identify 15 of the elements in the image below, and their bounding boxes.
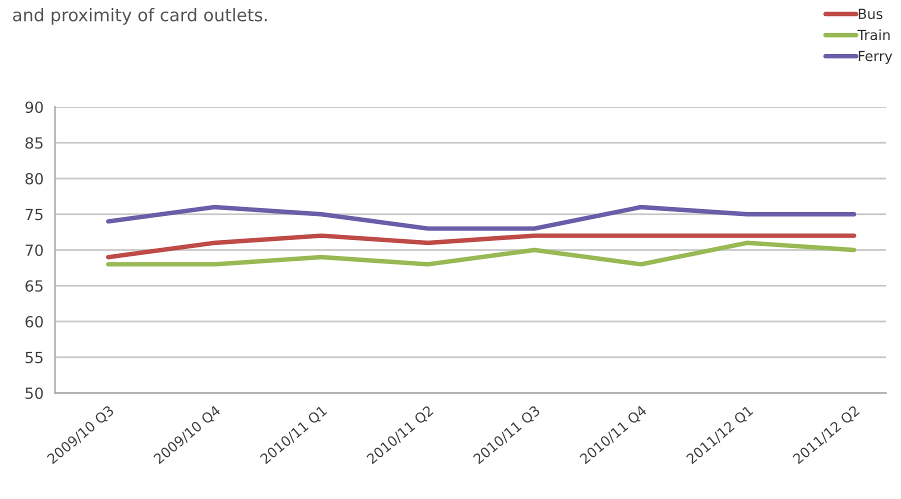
y-tick-label: 85 — [25, 137, 43, 149]
legend-label: Ferry — [858, 50, 892, 64]
y-tick-label: 55 — [26, 352, 43, 364]
y-tick-label: 60 — [26, 316, 43, 328]
legend-label: Bus — [858, 8, 882, 20]
line-series — [106, 240, 856, 267]
y-tick-label: 50 — [26, 387, 43, 400]
y-tick-label: 90 — [25, 101, 43, 114]
y-tick-label: 65 — [26, 280, 43, 292]
text: and proximity of card outlets. — [13, 8, 267, 25]
y-tick-label: 80 — [25, 172, 43, 185]
y-tick-label: 70 — [26, 244, 43, 256]
y-tick-label: 75 — [26, 208, 43, 220]
legend-label: Train — [857, 29, 890, 40]
line-series — [106, 204, 856, 231]
